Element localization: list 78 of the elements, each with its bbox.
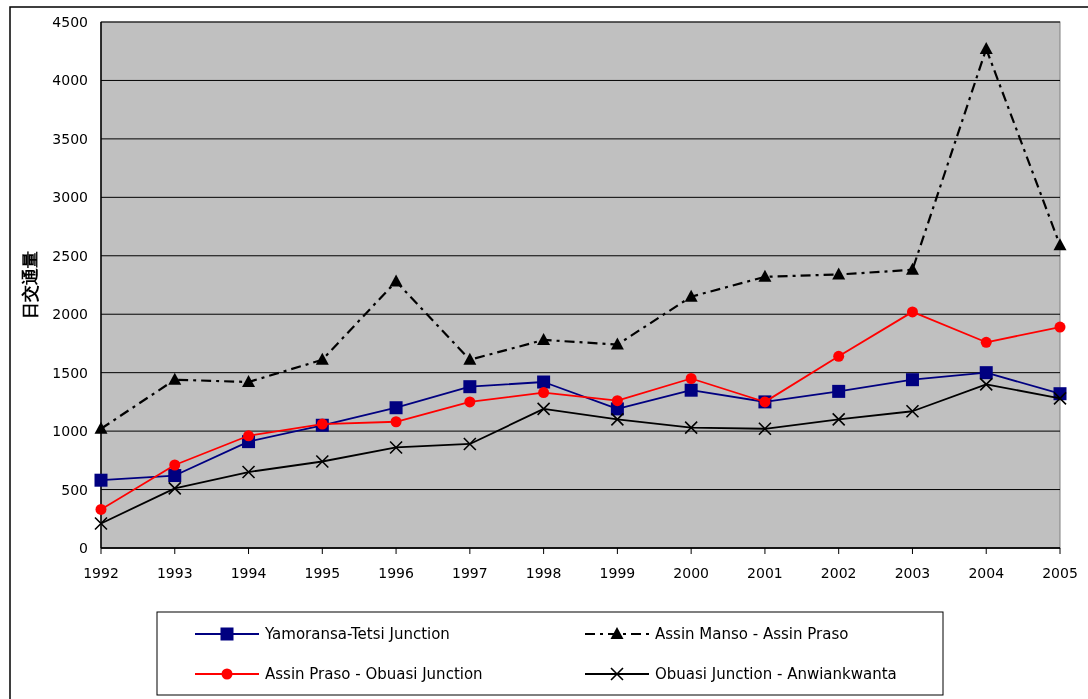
point: [1054, 321, 1066, 333]
x-tick-label: 1998: [525, 565, 562, 581]
point: [536, 402, 551, 416]
y-tick-label: 4000: [52, 72, 88, 89]
y-tick-label: 2500: [52, 247, 88, 264]
x-tick-label: 1992: [83, 565, 119, 581]
point: [610, 412, 625, 427]
point: [831, 412, 846, 427]
point: [463, 437, 477, 451]
point: [979, 377, 994, 392]
point: [167, 481, 182, 496]
y-tick-label: 4500: [52, 14, 88, 30]
point: [537, 375, 551, 389]
point: [389, 401, 403, 415]
x-tick-label: 2004: [968, 565, 1005, 581]
point: [684, 420, 698, 435]
point: [94, 473, 108, 487]
x-tick-label: 2005: [1042, 565, 1078, 581]
point: [315, 454, 330, 469]
point: [1053, 391, 1067, 406]
point: [610, 337, 624, 350]
point: [241, 465, 256, 479]
point: [611, 395, 623, 407]
point: [979, 366, 993, 380]
legend-label: Assin Praso - Obuasi Junction: [265, 665, 483, 683]
point: [684, 383, 698, 397]
point: [833, 350, 845, 362]
point: [464, 396, 476, 408]
point: [905, 404, 920, 419]
x-tick-label: 2003: [894, 565, 931, 581]
point: [463, 380, 477, 394]
y-tick-label: 2000: [52, 306, 88, 323]
point: [463, 352, 477, 365]
point: [906, 306, 918, 318]
point: [168, 372, 182, 385]
y-tick-label: 0: [79, 540, 88, 556]
x-tick-label: 2000: [673, 565, 709, 581]
x-tick-label: 1996: [378, 565, 414, 581]
x-tick-label: 1995: [304, 565, 341, 581]
point: [389, 274, 403, 287]
point: [315, 352, 329, 365]
point: [95, 503, 107, 515]
x-tick-label: 1993: [156, 565, 193, 581]
y-tick-label: 3500: [52, 130, 88, 147]
point: [389, 440, 403, 455]
legend-label: Yamoransa-Tetsi Junction: [264, 625, 450, 643]
point: [94, 421, 108, 434]
x-tick-label: 2001: [747, 565, 783, 581]
point: [832, 267, 846, 280]
point: [1053, 238, 1067, 251]
y-tick-label: 500: [61, 481, 88, 498]
point: [168, 469, 182, 483]
point: [390, 416, 402, 428]
legend-label: Obuasi Junction - Anwiankwanta: [655, 665, 897, 683]
x-tick-label: 1994: [230, 565, 267, 581]
y-tick-label: 1000: [52, 423, 88, 440]
point: [905, 262, 919, 275]
point: [979, 41, 993, 54]
point: [169, 459, 181, 471]
point: [538, 387, 550, 399]
point: [905, 373, 919, 387]
point: [980, 336, 992, 348]
point: [537, 332, 551, 345]
point: [243, 430, 255, 442]
point: [242, 375, 256, 388]
x-tick-label: 2002: [820, 565, 857, 581]
x-tick-label: 1999: [599, 565, 636, 581]
x-tick-label: 1997: [452, 565, 488, 581]
y-axis-title: 日交通量: [20, 251, 40, 319]
point: [832, 384, 846, 398]
point: [685, 373, 697, 385]
y-tick-label: 1500: [52, 364, 88, 381]
point: [758, 269, 772, 282]
point: [684, 289, 698, 302]
legend-label: Assin Manso - Assin Praso: [655, 625, 849, 643]
point: [758, 421, 772, 436]
y-tick-label: 3000: [52, 189, 88, 206]
point: [94, 516, 108, 531]
